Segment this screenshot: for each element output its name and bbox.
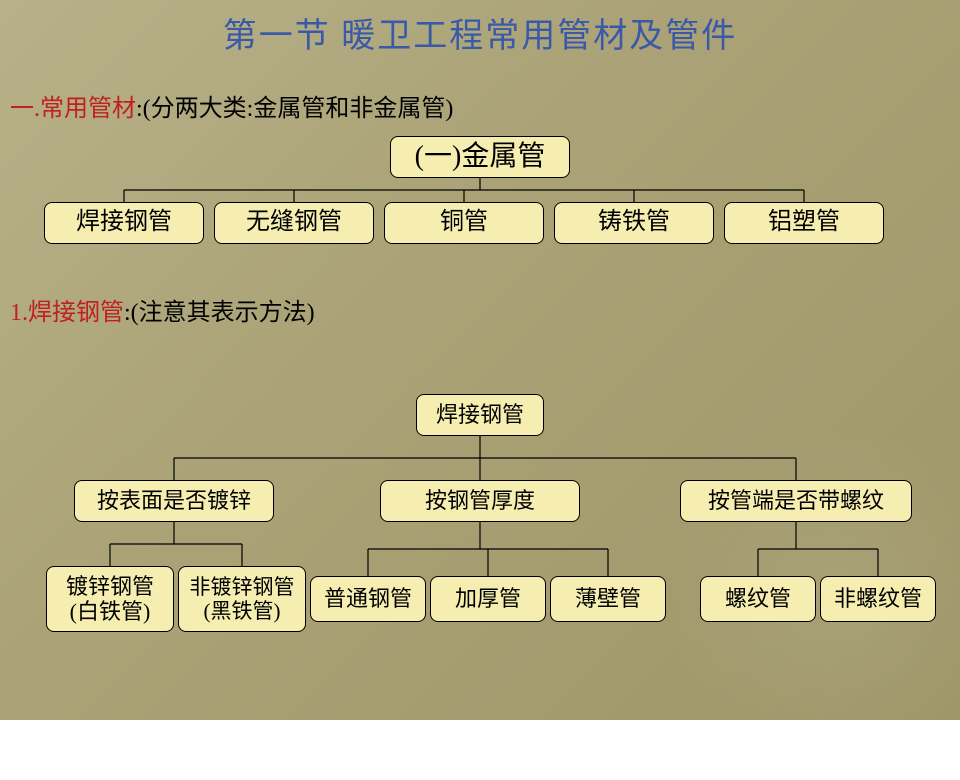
tree2-mid-2: 按管端是否带螺纹 (680, 480, 912, 522)
tree1-child-3: 铸铁管 (554, 202, 714, 244)
tree2-mid-1: 按钢管厚度 (380, 480, 580, 522)
tree2-leaf-4: 薄壁管 (550, 576, 666, 622)
tree2-leaf-1: 非镀锌钢管 (黑铁管) (178, 566, 306, 632)
tree2-leaf-6: 非螺纹管 (820, 576, 936, 622)
tree1-child-0: 焊接钢管 (44, 202, 204, 244)
slide-content: 第一节 暖卫工程常用管材及管件 一.常用管材:(分两大类:金属管和非金属管) 1… (0, 0, 960, 720)
tree2-mid-0: 按表面是否镀锌 (74, 480, 274, 522)
tree2-leaf-0: 镀锌钢管 (白铁管) (46, 566, 174, 632)
tree2-leaf-5: 螺纹管 (700, 576, 816, 622)
tree1-child-2: 铜管 (384, 202, 544, 244)
tree1-root: (一)金属管 (390, 136, 570, 178)
tree1-child-1: 无缝钢管 (214, 202, 374, 244)
tree1-child-4: 铝塑管 (724, 202, 884, 244)
tree2-leaf-3: 加厚管 (430, 576, 546, 622)
tree2-leaf-2: 普通钢管 (310, 576, 426, 622)
tree2-root: 焊接钢管 (416, 394, 544, 436)
